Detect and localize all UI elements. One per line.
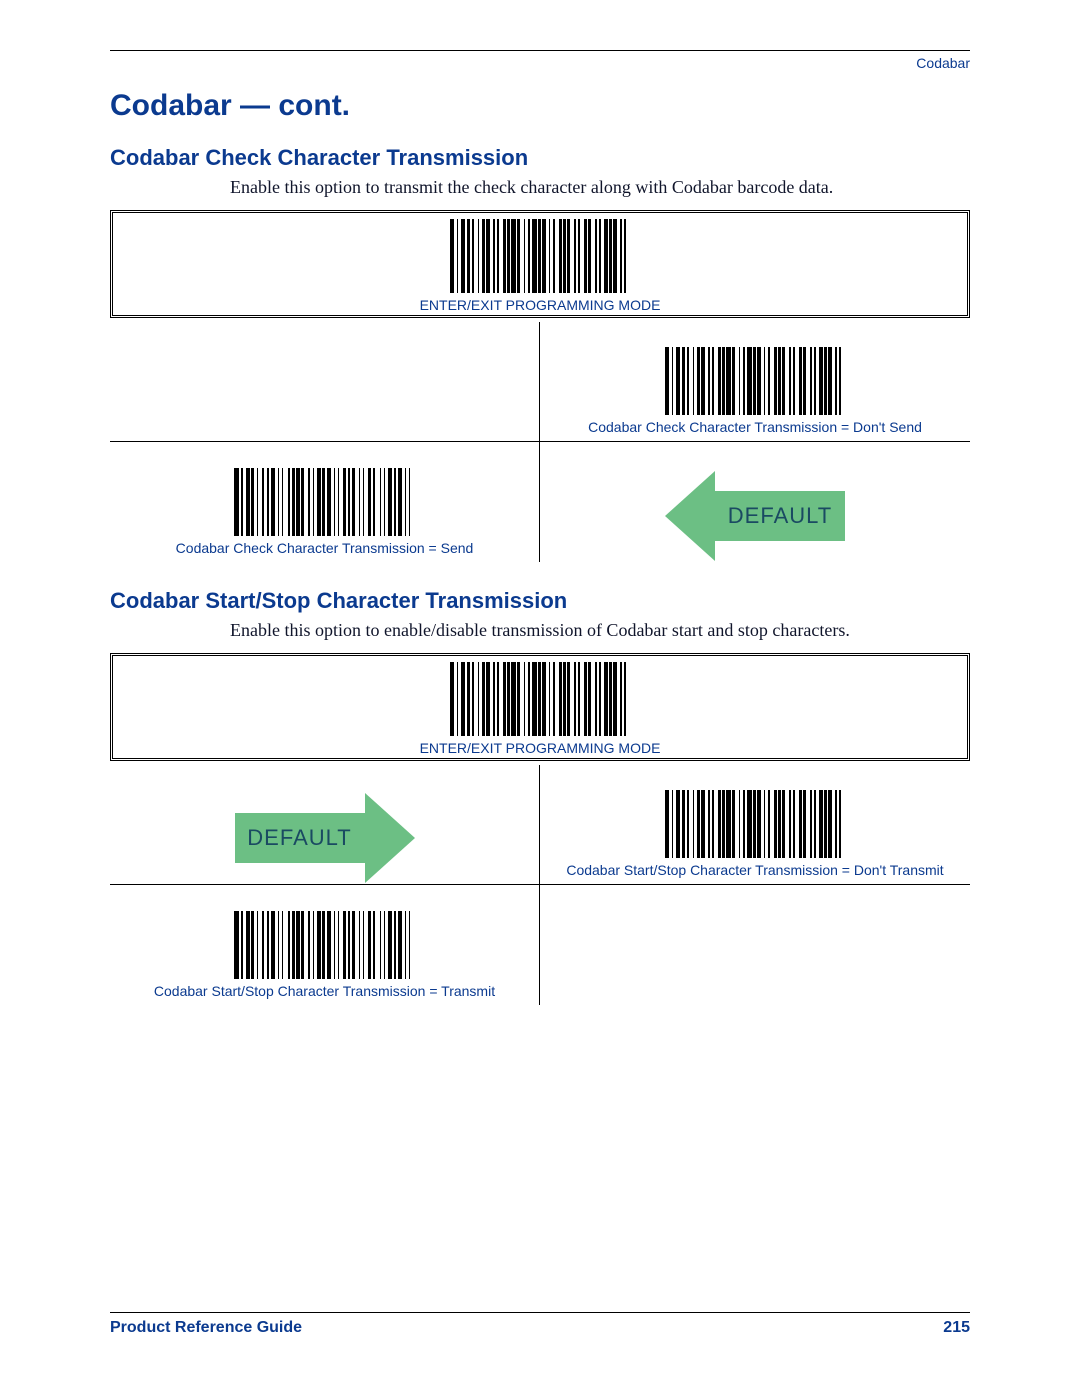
barcode-dont-transmit-label: Codabar Start/Stop Character Transmissio…: [566, 862, 943, 878]
default-arrow-right: DEFAULT: [235, 793, 415, 883]
barcode-transmit: [234, 911, 414, 979]
arrow-head-icon: [365, 793, 415, 883]
page-footer: Product Reference Guide 215: [110, 1312, 970, 1337]
section-1-programming-box: ENTER/EXIT PROGRAMMING MODE: [110, 210, 970, 318]
section-1-cell-br: DEFAULT: [540, 442, 970, 562]
section-1-heading: Codabar Check Character Transmission: [110, 145, 970, 171]
barcode-dont-send-label: Codabar Check Character Transmission = D…: [588, 419, 922, 435]
section-1-cell-tr: Codabar Check Character Transmission = D…: [540, 322, 970, 442]
footer-left: Product Reference Guide: [110, 1319, 302, 1337]
running-head: Codabar: [110, 55, 970, 71]
barcode-dont-send: [665, 347, 845, 415]
arrow-head-icon: [665, 471, 715, 561]
top-rule: [110, 50, 970, 51]
programming-mode-label-2: ENTER/EXIT PROGRAMMING MODE: [121, 740, 959, 756]
section-1-grid: Codabar Check Character Transmission = D…: [110, 322, 970, 562]
barcode-transmit-label: Codabar Start/Stop Character Transmissio…: [154, 983, 495, 999]
section-1-cell-bl: Codabar Check Character Transmission = S…: [110, 442, 540, 562]
barcode-send-label: Codabar Check Character Transmission = S…: [176, 540, 474, 556]
programming-mode-label: ENTER/EXIT PROGRAMMING MODE: [121, 297, 959, 313]
section-2-programming-box: ENTER/EXIT PROGRAMMING MODE: [110, 653, 970, 761]
default-arrow-label-2: DEFAULT: [235, 813, 365, 863]
section-2-heading: Codabar Start/Stop Character Transmissio…: [110, 588, 970, 614]
default-arrow-left: DEFAULT: [665, 471, 845, 561]
section-2-cell-tl: DEFAULT: [110, 765, 540, 885]
section-2-description: Enable this option to enable/disable tra…: [230, 620, 970, 641]
barcode-send: [234, 468, 414, 536]
programming-mode-barcode: [121, 219, 959, 293]
section-2-cell-br: [540, 885, 970, 1005]
programming-mode-barcode-2: [121, 662, 959, 736]
section-2-grid: DEFAULT Codabar Start/Stop Character Tra…: [110, 765, 970, 1005]
section-2-cell-tr: Codabar Start/Stop Character Transmissio…: [540, 765, 970, 885]
section-1-cell-tl: [110, 322, 540, 442]
section-1-description: Enable this option to transmit the check…: [230, 177, 970, 198]
footer-page-number: 215: [943, 1319, 970, 1337]
section-2-cell-bl: Codabar Start/Stop Character Transmissio…: [110, 885, 540, 1005]
default-arrow-label: DEFAULT: [715, 491, 845, 541]
page-title: Codabar — cont.: [110, 89, 970, 123]
barcode-dont-transmit: [665, 790, 845, 858]
